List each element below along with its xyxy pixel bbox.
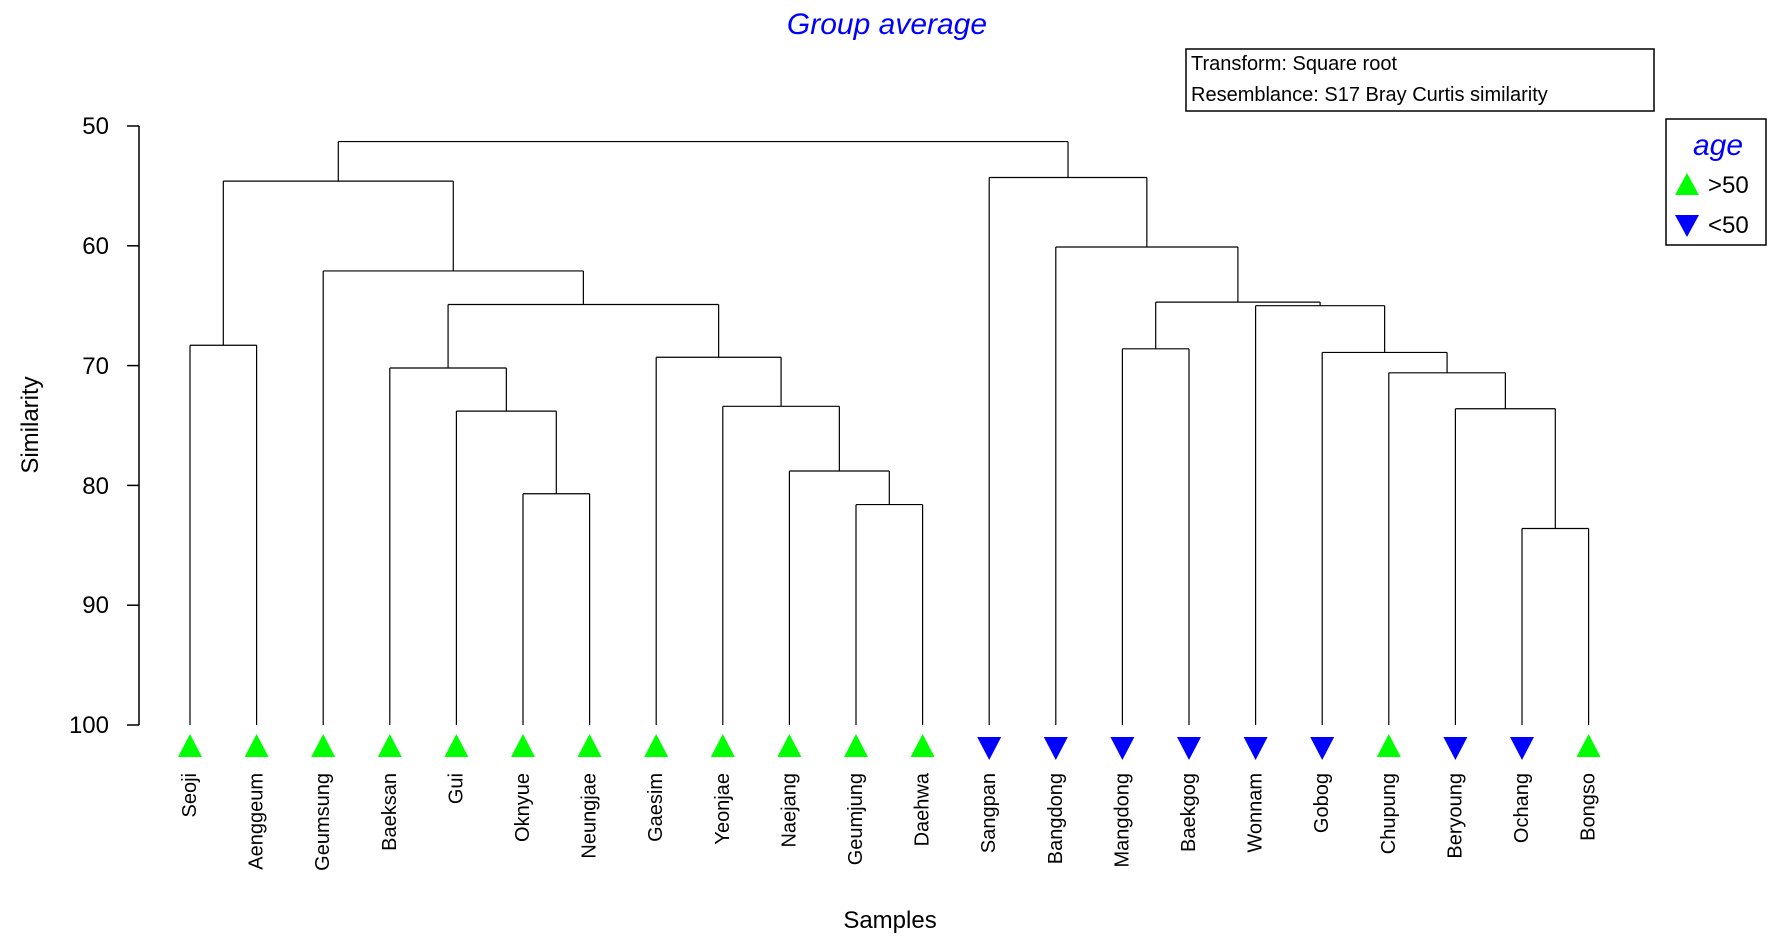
sample-label: Beryoung [1444,773,1466,859]
y-tick-marks [127,125,139,726]
up-triangle-marker [377,734,402,757]
sample-label: Chupung [1378,773,1400,854]
sample-label: Gobog [1311,773,1333,833]
down-triangle-marker [1043,737,1068,760]
up-triangle-marker [311,734,336,757]
legend-down-triangle-icon [1675,215,1699,237]
up-triangle-marker [577,734,602,757]
y-tick-label-90: 90 [82,592,109,619]
up-triangle-marker [644,734,669,757]
y-axis: 50 60 70 80 90 100 [69,113,140,739]
sample-label: Daehwa [912,772,934,846]
sample-label: Ochang [1511,773,1533,843]
y-tick-label-50: 50 [82,113,109,140]
sample-label: Aenggeum [246,773,268,870]
y-axis-title: Similarity [17,376,44,473]
up-triangle-marker [511,734,535,757]
up-triangle-marker [444,734,469,757]
legend-title: age [1693,129,1743,162]
sample-label: Gui [445,773,467,804]
y-tick-label-70: 70 [82,353,109,380]
sample-label: Gaesim [645,773,667,842]
legend-label-under-50: <50 [1708,212,1749,239]
down-triangle-marker [1177,737,1201,760]
legend: age >50 <50 [1665,118,1767,246]
up-triangle-marker [1576,734,1601,757]
down-triangle-marker [977,737,1002,760]
sample-label: Bongso [1578,773,1600,841]
sample-label: Baekgog [1178,773,1200,852]
x-axis-title: Samples [843,907,936,934]
up-triangle-marker [844,734,868,757]
sample-markers [178,734,1601,760]
legend-up-triangle-icon [1675,173,1699,195]
down-triangle-marker [1510,737,1534,760]
info-transform: Transform: Square root [1191,53,1397,75]
y-tick-label-60: 60 [82,233,109,260]
up-triangle-marker [1376,734,1401,757]
sample-label: Yeonjae [712,773,734,845]
down-triangle-marker [1443,737,1468,760]
chart-title: Group average [787,8,987,41]
down-triangle-marker [1110,737,1135,760]
sample-label: Sangpan [978,773,1000,853]
up-triangle-marker [710,734,735,757]
info-box-border [1185,48,1655,112]
sample-label: Naejang [778,773,800,848]
sample-label: Mangdong [1111,773,1133,868]
y-tick-label-80: 80 [82,473,109,500]
info-box: Transform: Square root Resemblance: S17 … [1185,48,1655,112]
sample-label: Baeksan [379,773,401,851]
dendrogram-links [189,140,1590,725]
sample-label: Wonnam [1245,773,1267,853]
sample-labels: Seoji Aenggeum Geumsung Baeksan Gui Oknyue Neu… [179,772,1600,871]
up-triangle-marker [910,734,935,757]
sample-label: Bangdong [1045,773,1067,864]
down-triangle-marker [1243,737,1268,760]
y-tick-label-100: 100 [69,712,109,739]
up-triangle-marker [777,734,802,757]
sample-label: Oknyue [512,773,534,842]
sample-label: Geumjung [845,773,867,865]
sample-label: Seoji [179,773,201,817]
down-triangle-marker [1310,737,1335,760]
info-resemblance: Resemblance: S17 Bray Curtis similarity [1191,84,1548,106]
sample-label: Neungjae [579,773,601,859]
up-triangle-marker [244,734,269,757]
sample-label: Geumsung [312,773,334,871]
legend-label-over-50: >50 [1708,172,1749,199]
up-triangle-marker [178,734,202,757]
